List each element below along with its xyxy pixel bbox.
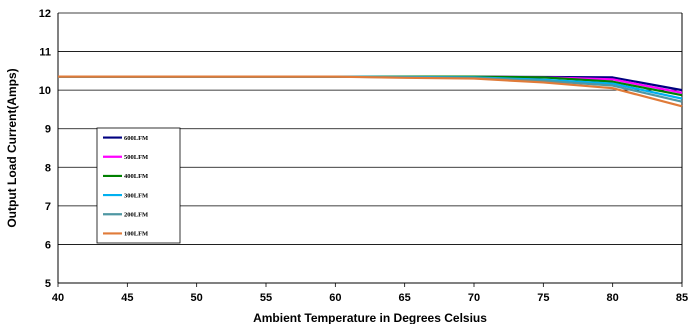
series-lines: [58, 75, 683, 108]
y-tick-label: 9: [45, 124, 51, 136]
x-tick-label: 75: [537, 292, 549, 304]
series-line-100lfm: [58, 75, 683, 108]
x-tick-label: 85: [676, 292, 688, 304]
legend-label: 500LFM: [124, 154, 148, 161]
x-tick-label: 80: [607, 292, 619, 304]
legend-label: 200LFM: [124, 212, 148, 219]
x-tick-label: 40: [52, 292, 64, 304]
x-tick-label: 55: [260, 292, 272, 304]
y-axis-title: Output Load Current(Amps): [5, 68, 19, 227]
legend-label: 100LFM: [124, 231, 148, 238]
x-tick-label: 65: [399, 292, 411, 304]
y-tick-label: 6: [45, 239, 51, 251]
y-tick-label: 5: [45, 278, 51, 290]
x-tick-label: 45: [121, 292, 133, 304]
y-tick-label: 7: [45, 201, 51, 213]
legend-label: 400LFM: [124, 173, 148, 180]
legend-box: [96, 127, 181, 244]
x-tick-label: 70: [468, 292, 480, 304]
tick-labels: 5 6 7 8 9 10 11 12 40 45 50 55 60 65 70 75 80 85: [39, 8, 688, 304]
x-tick-label: 60: [329, 292, 341, 304]
x-tick-label: 50: [191, 292, 203, 304]
legend: 600LFM 500LFM 400LFM 300LFM 200LFM 100LFM: [96, 127, 181, 244]
y-tick-label: 8: [45, 162, 51, 174]
x-axis-title: Ambient Temperature in Degrees Celsius: [253, 311, 487, 324]
y-tick-label: 12: [39, 8, 51, 20]
legend-label: 600LFM: [124, 135, 148, 142]
legend-label: 300LFM: [124, 192, 148, 199]
axes: [57, 13, 683, 287]
y-tick-label: 11: [39, 47, 51, 59]
y-tick-label: 10: [39, 85, 51, 97]
